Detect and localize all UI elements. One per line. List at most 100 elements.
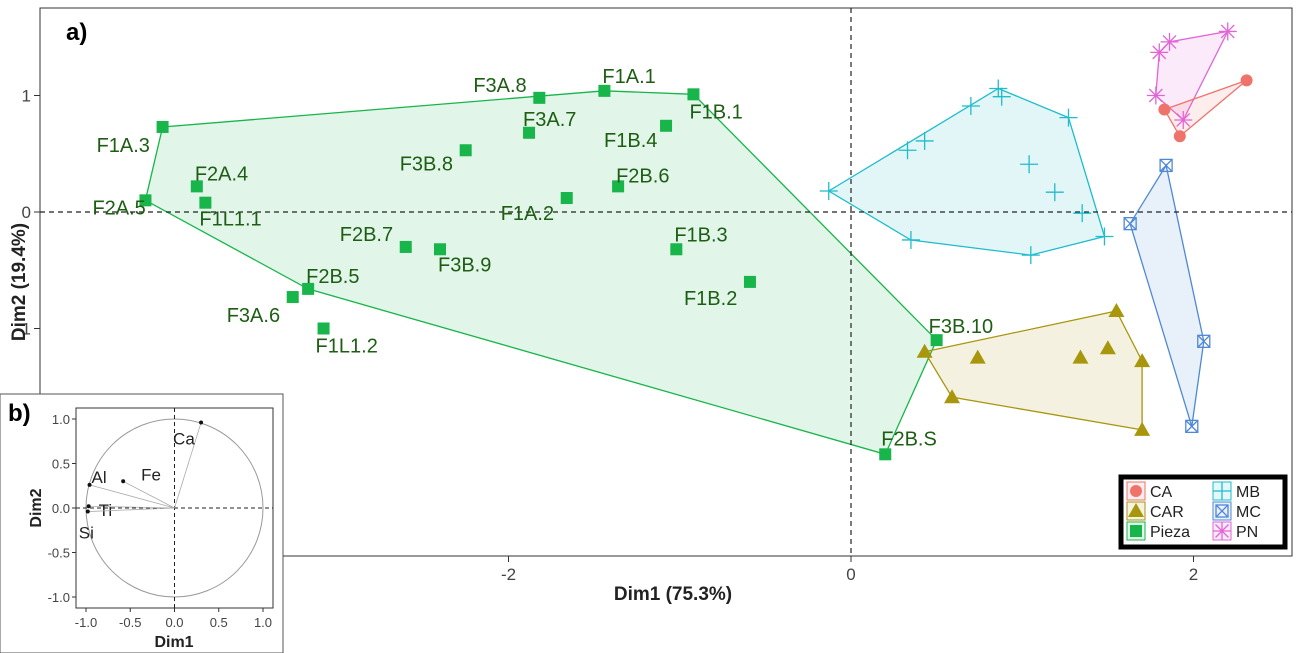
loading-point-al <box>87 482 92 487</box>
point-label-f3b.9: F3B.9 <box>438 254 491 276</box>
mb-point-11 <box>1021 246 1040 265</box>
main-point-labels: F1A.1 F3A.8 F1B.1 F1A.3 F3A.7 F1B.4 F3B.8 F2A.4… <box>92 66 993 450</box>
legend: CA CAR Pieza MB MC PN <box>1118 474 1288 550</box>
legend-label: Pieza <box>1150 524 1190 541</box>
pn-point-3 <box>1146 86 1165 105</box>
main-reference-lines <box>40 8 1292 556</box>
pieza-point-f1b.1 <box>687 88 700 101</box>
hull-car <box>923 310 1143 431</box>
car-point-6 <box>1134 353 1151 368</box>
inset-y-tick-label: -0.5 <box>48 546 70 561</box>
hull-pieza <box>144 90 938 456</box>
legend-item-pn: PN <box>1212 521 1258 541</box>
legend-item-ca: CA <box>1126 481 1173 501</box>
main-points <box>139 22 1253 461</box>
panel-a-label: a) <box>66 19 87 46</box>
pieza-point-f2b.7 <box>399 240 412 253</box>
car-point-7 <box>1134 421 1151 436</box>
mb-point-0 <box>819 182 838 201</box>
variable-label-ca: Ca <box>173 430 195 449</box>
point-label-f1a.3: F1A.3 <box>97 135 150 157</box>
point-label-f1b.3: F1B.3 <box>674 224 727 246</box>
car-point-4 <box>1099 340 1116 355</box>
panel-b-label: b) <box>8 400 31 427</box>
pieza-point-f1b.3 <box>670 243 683 256</box>
point-label-f3a.7: F3A.7 <box>523 109 576 131</box>
mc-point-0 <box>1123 216 1137 231</box>
loading-point-ti <box>86 504 91 509</box>
inset-x-tick-label: 0.5 <box>210 615 228 630</box>
inset-y-axis-label: Dim2 <box>28 488 45 527</box>
legend-item-car: CAR <box>1126 501 1184 521</box>
main-hulls <box>144 30 1248 456</box>
pieza-point-f3a.6 <box>286 291 299 304</box>
mb-point-2 <box>915 131 934 150</box>
pieza-point-f1l1.1 <box>199 196 212 209</box>
car-point-5 <box>1108 303 1125 318</box>
car-point-2 <box>944 389 961 404</box>
legend-key-mc <box>1215 504 1229 518</box>
mc-point-3 <box>1185 419 1199 434</box>
ca-point-0 <box>1240 74 1253 87</box>
mb-point-9 <box>1073 204 1092 223</box>
legend-label: PN <box>1236 524 1258 541</box>
y-tick-label: 0 <box>22 203 31 222</box>
legend-item-mc: MC <box>1212 501 1261 521</box>
inset-y-tick-label: 0.0 <box>52 501 70 516</box>
pn-point-0 <box>1150 43 1169 62</box>
point-label-f2a.4: F2A.4 <box>195 163 248 185</box>
point-label-f2b.s: F2B.S <box>881 428 937 450</box>
pn-point-4 <box>1174 110 1193 129</box>
legend-key-pieza <box>1130 525 1142 537</box>
loading-arrow-si <box>87 507 175 512</box>
pieza-point-f1a.1 <box>598 84 611 97</box>
car-point-3 <box>1072 349 1089 364</box>
legend-key-mb <box>1213 482 1231 500</box>
inset-plot: -1.0 -0.5 0.0 0.5 1.0 1.0 0.5 0.0 -0.5 -1.0 Ca Al Fe… <box>48 408 273 630</box>
mc-point-1 <box>1159 158 1173 173</box>
legend-label: MB <box>1236 484 1260 501</box>
point-label-f1b.1: F1B.1 <box>689 101 742 123</box>
point-label-f3b.10: F3B.10 <box>929 316 993 338</box>
pieza-point-f3a.8 <box>533 91 546 104</box>
inset-x-axis-label: Dim1 <box>154 634 193 651</box>
point-label-f1a.1: F1A.1 <box>602 66 655 88</box>
variable-label-al: Al <box>92 468 107 487</box>
inset-x-tick-label: 0.0 <box>165 615 183 630</box>
loading-arrow-fe <box>122 480 175 509</box>
legend-item-mb: MB <box>1212 481 1260 501</box>
pieza-point-f1b.4 <box>660 119 673 132</box>
loading-point-fe <box>121 479 126 484</box>
main-ticks: -2 0 2 -1 0 1 <box>16 87 1198 585</box>
point-label-f1l1.2: F1L1.2 <box>316 336 378 358</box>
inset-x-tick-label: 1.0 <box>254 615 272 630</box>
mb-point-1 <box>898 141 917 160</box>
pn-point-1 <box>1160 32 1179 51</box>
car-point-1 <box>969 349 986 364</box>
car-point-0 <box>916 343 933 358</box>
pieza-point-f3a.7 <box>523 126 536 139</box>
point-label-f2b.6: F2B.6 <box>616 165 669 187</box>
mb-point-3 <box>961 96 980 115</box>
pieza-point-f3b.10 <box>930 334 943 347</box>
loading-arrow-ca <box>174 422 202 509</box>
inset-y-tick-label: 0.5 <box>52 457 70 472</box>
pieza-point-f1b.2 <box>743 275 756 288</box>
pieza-point-f3b.8 <box>459 144 472 157</box>
loading-point-ca <box>199 420 204 425</box>
main-x-axis-label: Dim1 (75.3%) <box>614 584 732 605</box>
loading-arrow-al <box>89 484 175 509</box>
y-tick-label: -1 <box>16 320 31 339</box>
mb-point-5 <box>992 87 1011 106</box>
mb-point-4 <box>989 79 1008 98</box>
point-label-f1l1.1: F1L1.1 <box>199 209 261 231</box>
legend-item-pieza: Pieza <box>1126 521 1190 541</box>
inset-x-tick-label: -0.5 <box>119 615 141 630</box>
variable-label-fe: Fe <box>141 465 161 484</box>
y-tick-label: 1 <box>22 87 31 106</box>
mb-point-10 <box>1095 227 1114 246</box>
main-y-axis-label: Dim2 (19.4%) <box>9 223 30 341</box>
loading-point-si <box>85 509 90 514</box>
pn-point-2 <box>1218 22 1237 41</box>
